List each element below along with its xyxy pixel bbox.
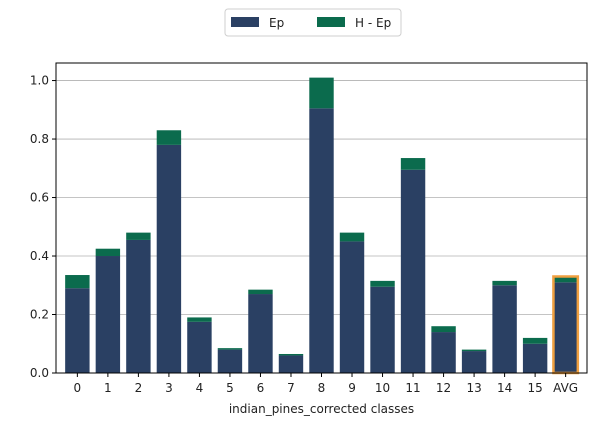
bar-h-ep-1	[95, 248, 121, 257]
bar-h-ep-0	[65, 275, 90, 289]
legend-label: Ep	[269, 16, 284, 30]
x-tick-label: 7	[287, 381, 295, 395]
x-tick-label: 11	[405, 381, 420, 395]
x-tick-label: 5	[226, 381, 234, 395]
legend-label: H - Ep	[355, 16, 391, 30]
y-tick-label: 1.0	[30, 74, 49, 88]
x-tick-label: 8	[318, 381, 326, 395]
bar-h-ep-4	[187, 317, 212, 322]
x-tick-label: 6	[257, 381, 265, 395]
bar-h-ep-3	[156, 130, 182, 145]
x-tick-label: 2	[135, 381, 143, 395]
bar-ep-7	[278, 355, 304, 373]
bar-ep-12	[431, 332, 456, 373]
x-tick-label: 4	[196, 381, 204, 395]
x-tick-label: 1	[104, 381, 112, 395]
bar-ep-2	[126, 239, 151, 373]
x-tick-label: 13	[466, 381, 481, 395]
bar-h-ep-12	[431, 326, 456, 333]
x-axis-ticks: 0 1 2 3 4 5 6 7 8 9 10 11 12 13 14 15 AVG	[74, 373, 578, 395]
bar-ep-11	[400, 169, 426, 373]
y-tick-label: 0.6	[30, 191, 49, 205]
bar-h-ep-2	[126, 232, 151, 240]
bar-ep-8	[309, 108, 334, 373]
bar-ep-15	[522, 343, 548, 373]
bar-ep-13	[461, 351, 487, 373]
x-tick-label: 3	[165, 381, 173, 395]
bar-ep-AVG	[553, 282, 578, 373]
bar-ep-3	[156, 144, 182, 373]
legend-item-ep: Ep	[231, 16, 284, 30]
legend-box	[224, 8, 402, 37]
x-tick-label: 0	[74, 381, 82, 395]
bar-h-ep-15	[522, 337, 548, 344]
bar-h-ep-13	[461, 349, 487, 352]
bar-h-ep-5	[217, 348, 243, 350]
bar-ep-9	[339, 241, 365, 373]
bar-h-ep-AVG	[553, 276, 578, 283]
y-tick-label: 0.8	[30, 132, 49, 146]
x-tick-label: 9	[348, 381, 356, 395]
y-axis-ticks: 0.0 0.2 0.4 0.6 0.8 1.0	[30, 74, 56, 380]
bar-h-ep-6	[248, 289, 273, 295]
bar-ep-5	[217, 349, 243, 373]
bar-ep-6	[248, 294, 273, 373]
bar-h-ep-14	[492, 280, 517, 286]
y-tick-label: 0.2	[30, 308, 49, 322]
bars	[65, 77, 580, 375]
legend-item-h-ep: H - Ep	[317, 16, 391, 30]
y-tick-label: 0.4	[30, 249, 49, 263]
bar-ep-0	[65, 288, 90, 373]
bar-h-ep-8	[309, 77, 334, 109]
bar-h-ep-11	[400, 158, 426, 170]
legend-swatch	[317, 17, 345, 27]
y-tick-label: 0.0	[30, 366, 49, 380]
x-axis-label: indian_pines_corrected classes	[229, 402, 414, 416]
x-tick-label: 14	[497, 381, 512, 395]
bar-ep-4	[187, 321, 212, 373]
x-tick-label: 10	[375, 381, 390, 395]
bar-ep-1	[95, 256, 121, 373]
legend: Ep H - Ep	[224, 8, 402, 37]
x-tick-label: 15	[527, 381, 542, 395]
x-tick-label: AVG	[553, 381, 578, 395]
x-tick-label: 12	[436, 381, 451, 395]
bar-ep-14	[492, 285, 517, 373]
bar-h-ep-9	[339, 232, 365, 242]
bar-h-ep-10	[370, 280, 395, 287]
bar-h-ep-7	[278, 353, 304, 356]
legend-swatch	[231, 17, 259, 27]
bar-ep-10	[370, 286, 395, 373]
